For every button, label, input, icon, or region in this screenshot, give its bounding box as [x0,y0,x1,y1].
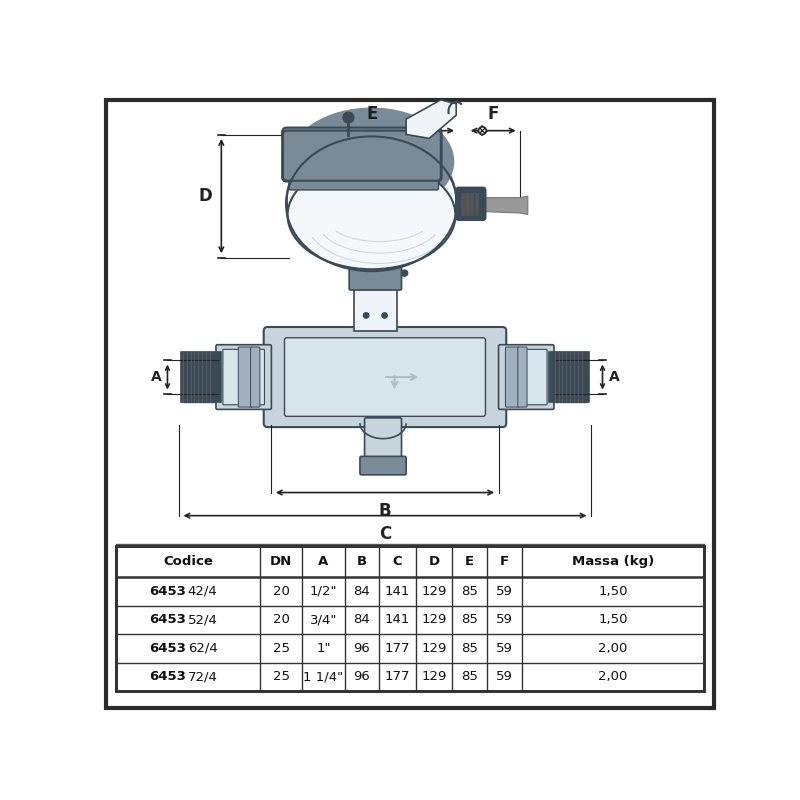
Text: 59: 59 [496,585,513,598]
FancyBboxPatch shape [289,168,438,190]
Text: A: A [318,555,329,568]
Text: D: D [198,187,212,205]
Bar [461,193,464,214]
Text: Codice: Codice [163,555,213,568]
Text: 2,00: 2,00 [598,642,627,655]
Text: B: B [378,502,391,520]
Circle shape [478,126,486,134]
Text: Massa (kg): Massa (kg) [572,555,654,568]
FancyBboxPatch shape [223,350,265,405]
FancyBboxPatch shape [238,347,252,407]
Text: 6453: 6453 [150,585,186,598]
Circle shape [382,313,387,318]
Text: 129: 129 [422,585,447,598]
FancyBboxPatch shape [349,256,402,290]
Text: A: A [609,370,619,384]
Text: 42/4: 42/4 [188,585,218,598]
Text: 2,00: 2,00 [598,670,627,683]
FancyBboxPatch shape [506,350,547,405]
FancyBboxPatch shape [285,338,486,416]
FancyBboxPatch shape [250,347,260,407]
FancyBboxPatch shape [498,345,554,410]
Ellipse shape [289,107,454,215]
Ellipse shape [287,162,455,270]
FancyBboxPatch shape [354,289,397,331]
Text: F: F [487,105,499,123]
Text: D: D [429,555,440,568]
Text: 59: 59 [496,642,513,655]
FancyBboxPatch shape [518,347,527,407]
Bar [554,352,587,402]
Bar [474,193,478,214]
Polygon shape [482,196,528,214]
Text: 25: 25 [273,642,290,655]
Text: C: C [379,525,391,543]
Text: 85: 85 [462,670,478,683]
Bar [466,193,469,214]
Text: 1/2": 1/2" [310,585,337,598]
Text: 3/4": 3/4" [310,614,337,626]
Text: 59: 59 [496,670,513,683]
Text: 85: 85 [462,642,478,655]
Text: 52/4: 52/4 [188,614,218,626]
Text: E: E [465,555,474,568]
Text: 96: 96 [354,670,370,683]
Text: 25: 25 [273,670,290,683]
Text: 1 1/4": 1 1/4" [303,670,343,683]
Circle shape [402,270,408,276]
Text: DN: DN [270,555,292,568]
FancyBboxPatch shape [283,130,441,181]
Bar [116,546,704,691]
Text: 129: 129 [422,670,447,683]
FancyBboxPatch shape [282,127,442,182]
Text: 84: 84 [354,585,370,598]
FancyBboxPatch shape [456,188,486,220]
Text: 20: 20 [273,614,290,626]
Polygon shape [406,100,456,138]
Text: 85: 85 [462,585,478,598]
Bar [182,353,222,402]
Text: 59: 59 [496,614,513,626]
Text: B: B [357,555,367,568]
Text: 84: 84 [354,614,370,626]
Text: 129: 129 [422,614,447,626]
Text: 141: 141 [385,614,410,626]
Circle shape [343,112,354,123]
Text: 177: 177 [385,670,410,683]
Text: 62/4: 62/4 [188,642,218,655]
Text: 129: 129 [422,642,447,655]
FancyBboxPatch shape [506,347,519,407]
FancyBboxPatch shape [365,418,402,463]
Ellipse shape [286,134,456,266]
Circle shape [363,313,369,318]
Text: A: A [150,370,162,384]
Text: 1": 1" [316,642,330,655]
Text: E: E [367,105,378,123]
Text: F: F [500,555,509,568]
FancyBboxPatch shape [264,327,506,427]
Text: 1,50: 1,50 [598,614,628,626]
FancyBboxPatch shape [360,456,406,475]
Text: 20: 20 [273,585,290,598]
Bar [183,352,215,402]
Text: 6453: 6453 [150,642,186,655]
Text: 177: 177 [385,642,410,655]
Text: C: C [393,555,402,568]
FancyBboxPatch shape [216,345,271,410]
Text: 72/4: 72/4 [188,670,218,683]
Text: 6453: 6453 [150,670,186,683]
Text: 6453: 6453 [150,614,186,626]
Text: 96: 96 [354,642,370,655]
Bar [549,353,589,402]
Text: 85: 85 [462,614,478,626]
Text: 141: 141 [385,585,410,598]
Text: 1,50: 1,50 [598,585,628,598]
Bar [470,193,473,214]
